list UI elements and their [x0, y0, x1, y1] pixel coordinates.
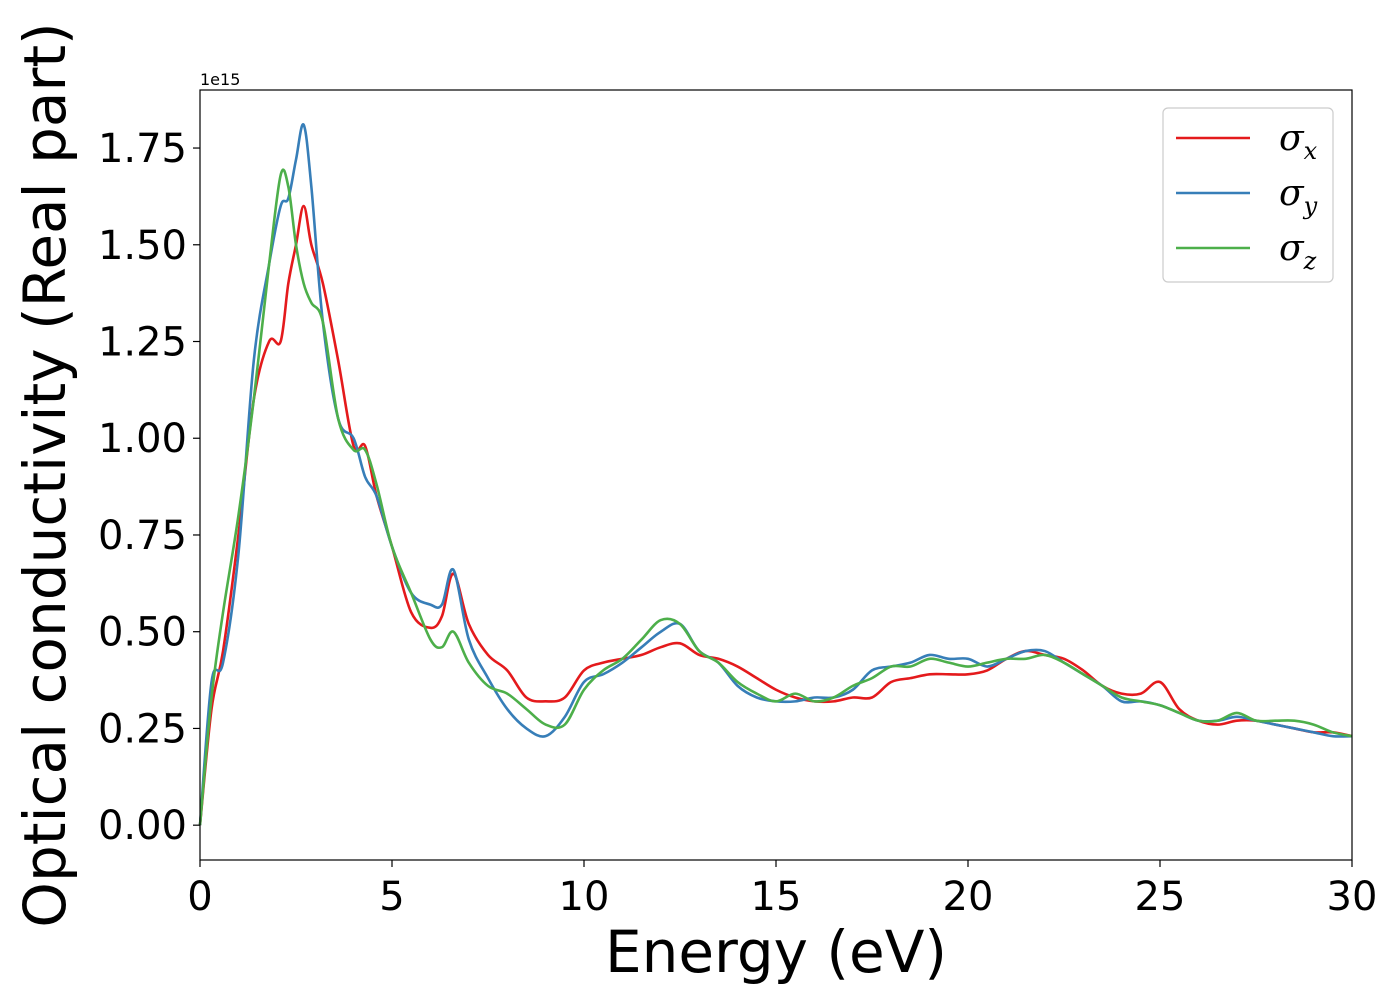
x-axis-label: Energy (eV) — [605, 918, 947, 986]
x-tick-label: 30 — [1327, 874, 1378, 920]
x-tick-label: 10 — [559, 874, 610, 920]
y-tick-label: 1.25 — [98, 320, 187, 366]
legend-label-y: σy — [1279, 173, 1318, 220]
series-layer — [198, 123, 1353, 826]
x-axis-ticks: 0 5 10 15 20 25 30 — [187, 860, 1377, 920]
legend-frame — [1162, 107, 1334, 283]
x-tick-label: 25 — [1135, 874, 1186, 920]
x-tick-label: 0 — [187, 874, 212, 920]
y-tick-label: 0.50 — [98, 610, 187, 656]
legend-label-x: σx — [1279, 118, 1318, 165]
x-tick-label: 15 — [751, 874, 802, 920]
legend: σx σy σz — [1162, 107, 1334, 283]
y-offset-label: 1e15 — [200, 70, 240, 89]
y-tick-label: 0.00 — [98, 803, 187, 849]
y-axis-ticks: 0.00 0.25 0.50 0.75 1.00 1.25 1.50 1.75 — [98, 126, 200, 849]
series-line-x — [198, 204, 1353, 826]
y-tick-label: 0.25 — [98, 706, 187, 752]
y-tick-label: 1.75 — [98, 126, 187, 172]
x-tick-label: 20 — [943, 874, 994, 920]
x-tick-label: 5 — [379, 874, 404, 920]
plot-background — [200, 90, 1352, 860]
y-tick-label: 1.00 — [98, 416, 187, 462]
y-axis-label: Optical conductivity (Real part) — [11, 22, 79, 927]
legend-label-z: σz — [1279, 228, 1317, 275]
y-tick-label: 1.50 — [98, 223, 187, 269]
y-tick-label: 0.75 — [98, 513, 187, 559]
series-line-z — [198, 168, 1353, 826]
